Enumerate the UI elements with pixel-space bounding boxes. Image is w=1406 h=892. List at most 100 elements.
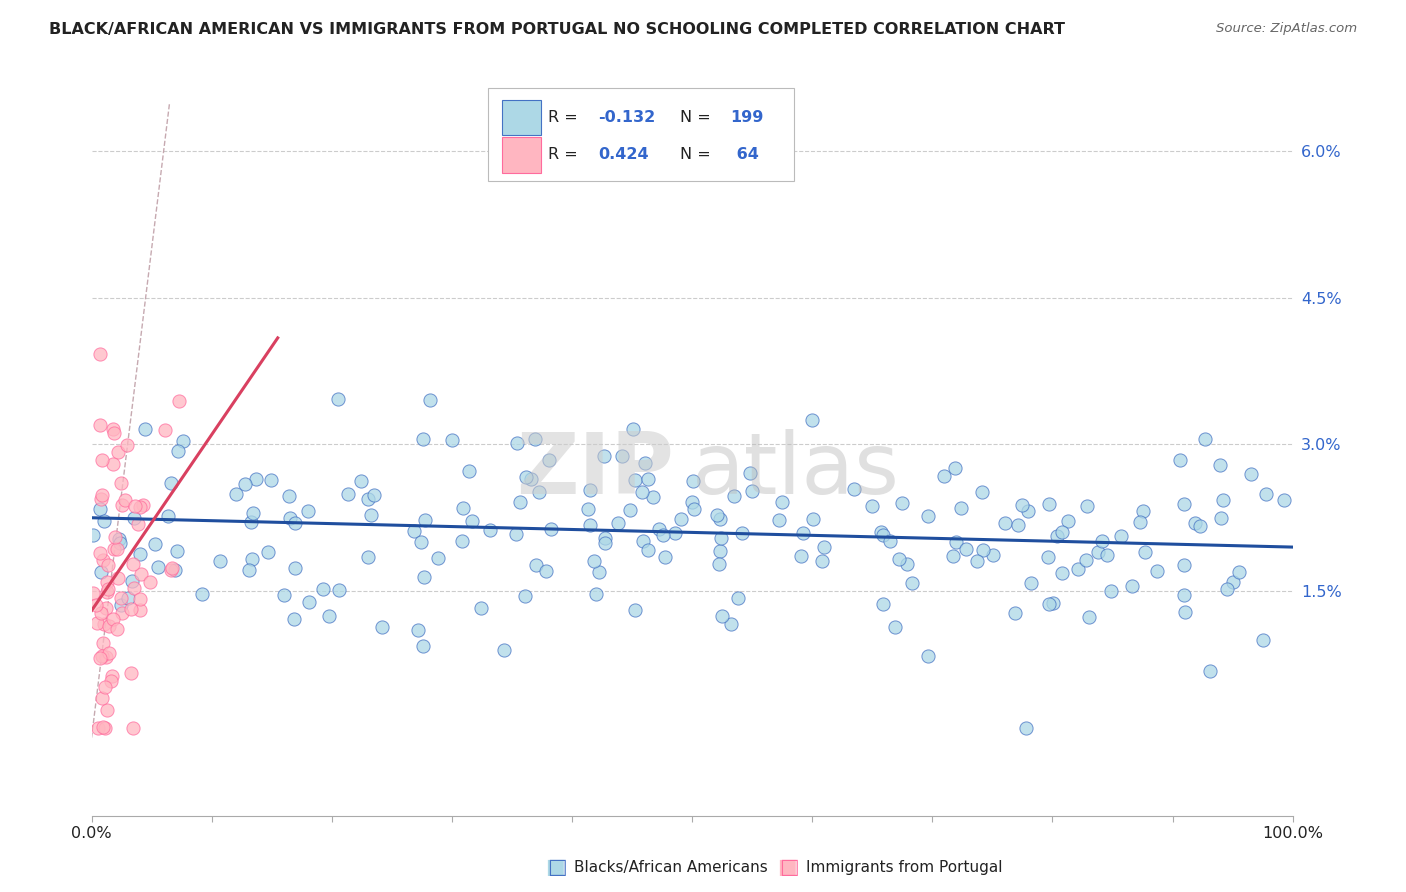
Point [1133,545,1156,559]
Point [111,606,134,620]
Point [1173,589,1195,603]
Point [1146,564,1168,578]
Point [101,669,124,683]
Point [582,553,605,567]
Point [84,598,107,612]
Point [103,542,125,557]
Point [97,558,120,572]
Text: Immigrants from Portugal: Immigrants from Portugal [806,860,1002,874]
Point [96,703,118,717]
Point [901,575,924,590]
Point [129,547,152,561]
Point [120,665,142,680]
Point [97,582,120,597]
Point [107,444,129,458]
Point [412,570,434,584]
Point [409,535,432,549]
Point [278,489,301,503]
Point [643,490,665,504]
Point [94,680,117,694]
Point [163,564,186,578]
Point [970,484,993,499]
Point [505,526,527,541]
Point [86,615,108,630]
Point [917,648,939,663]
Point [1099,584,1122,599]
Point [138,574,160,589]
Point [709,543,731,558]
Point [1184,516,1206,530]
Point [1017,503,1039,517]
Point [441,433,464,447]
Point [93,553,115,567]
Point [412,640,434,654]
Point [1239,467,1261,482]
Point [527,485,550,500]
Point [1251,632,1274,647]
Point [160,561,183,575]
Point [1173,497,1195,511]
Point [634,456,657,470]
Point [506,436,529,450]
Point [470,600,492,615]
Point [972,543,994,558]
Point [96,584,118,599]
Point [89,651,111,665]
Text: ZIP: ZIP [516,429,673,512]
Point [917,508,939,523]
Point [1036,549,1059,564]
Point [89,502,111,516]
Point [654,549,676,564]
Point [357,492,380,507]
Point [100,674,122,689]
Point [371,620,394,634]
Point [706,508,728,522]
Point [891,496,914,510]
Point [770,494,793,508]
Point [872,528,894,542]
Point [801,413,824,427]
Point [872,597,894,611]
Point [664,525,686,540]
Point [238,563,260,577]
Point [419,392,441,407]
Point [592,449,614,463]
Point [461,514,484,528]
Point [93,617,115,632]
Point [1129,515,1152,529]
Point [103,457,125,471]
Point [942,549,965,563]
Point [108,532,131,546]
Point [1076,552,1098,566]
Point [889,552,911,566]
Point [129,591,152,606]
Point [110,598,132,612]
Point [1067,562,1090,576]
FancyBboxPatch shape [502,100,541,136]
Point [128,500,150,514]
Point [540,523,562,537]
Point [884,620,907,634]
Point [297,504,319,518]
Point [792,526,814,541]
Point [1194,432,1216,446]
Point [624,473,647,487]
Point [121,574,143,589]
Point [107,570,129,584]
Text: ■: ■ [778,857,797,877]
Point [93,514,115,528]
Point [1211,511,1233,525]
Point [94,601,117,615]
Point [1227,566,1250,580]
Point [1168,453,1191,467]
Point [91,636,114,650]
Point [159,476,181,491]
Point [273,588,295,602]
Point [94,721,117,735]
Point [153,423,176,437]
Point [631,485,654,500]
Point [637,472,659,486]
Point [402,524,425,538]
Point [90,690,112,705]
Point [280,510,302,524]
